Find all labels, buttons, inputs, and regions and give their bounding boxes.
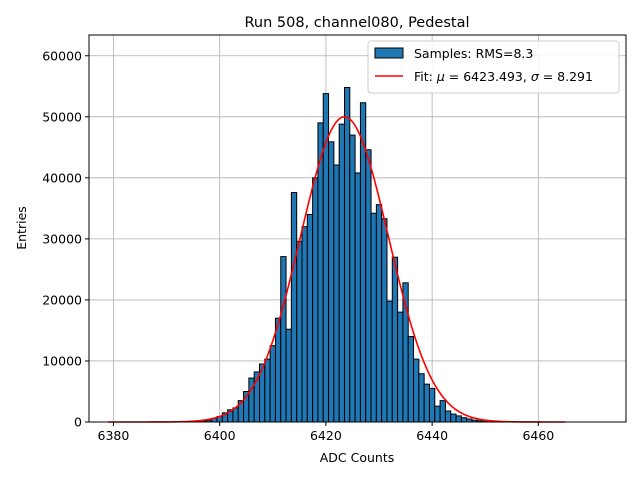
x-tick-label: 6400 xyxy=(204,428,236,443)
histogram-bar xyxy=(349,134,356,423)
histogram-bar xyxy=(328,141,335,423)
histogram-bar xyxy=(370,212,377,423)
x-axis-ticks: 6380 6400 6420 6440 6460 xyxy=(98,422,554,443)
mu-symbol: μ xyxy=(436,69,445,84)
chart-title: Run 508, channel080, Pedestal xyxy=(244,15,469,31)
histogram-bar xyxy=(397,311,404,423)
mu-value: = 6423.493, xyxy=(445,69,531,84)
y-axis-ticks: 0 10000 20000 30000 40000 50000 60000 xyxy=(42,48,89,430)
histogram-bar xyxy=(354,172,361,423)
histogram-bar xyxy=(375,204,383,423)
x-tick-label: 6440 xyxy=(416,428,448,443)
histogram-bar xyxy=(413,358,420,423)
histogram-bar xyxy=(312,177,319,423)
histogram-bar xyxy=(343,86,351,423)
histogram-bar xyxy=(232,407,239,423)
histogram-bar xyxy=(391,256,399,423)
histogram-bar xyxy=(274,317,282,423)
legend: Samples: RMS=8.3 Fit: μ = 6423.493, σ = … xyxy=(367,40,620,94)
histogram-bar xyxy=(386,300,393,423)
legend-label-fit: Fit: μ = 6423.493, σ = 8.291 xyxy=(414,69,593,84)
histogram-bar xyxy=(428,387,436,423)
legend-label-samples: Samples: RMS=8.3 xyxy=(414,46,533,61)
x-tick-label: 6420 xyxy=(310,428,342,443)
y-tick-label: 20000 xyxy=(42,292,82,307)
fit-prefix: Fit: xyxy=(414,69,437,84)
histogram-bar xyxy=(333,164,340,423)
histogram-bar xyxy=(423,383,430,423)
x-tick-label: 6460 xyxy=(522,428,554,443)
y-tick-label: 30000 xyxy=(42,231,82,246)
histogram-bar xyxy=(407,336,415,423)
histogram-bar xyxy=(418,373,425,423)
legend-swatch-samples xyxy=(374,47,404,59)
sigma-value: = 8.291 xyxy=(539,69,593,84)
histogram-bar xyxy=(450,413,457,423)
histogram-bar xyxy=(301,226,308,423)
histogram-bar xyxy=(269,345,276,423)
legend-box xyxy=(367,40,620,94)
histogram-bar xyxy=(264,358,271,423)
sigma-symbol: σ xyxy=(531,69,540,84)
histogram-bar xyxy=(296,240,303,423)
y-tick-label: 40000 xyxy=(42,170,82,185)
histogram-bar xyxy=(280,256,287,423)
histogram-bar xyxy=(359,102,367,423)
histogram-bar xyxy=(290,191,298,423)
histogram-bar xyxy=(285,328,292,423)
y-tick-label: 10000 xyxy=(42,353,82,368)
x-tick-label: 6380 xyxy=(98,428,130,443)
histogram-bar xyxy=(455,415,462,423)
histogram-bar xyxy=(306,213,314,423)
y-tick-label: 60000 xyxy=(42,48,82,63)
plot-frame xyxy=(88,34,627,423)
y-axis-label: Entries xyxy=(14,206,29,250)
histogram-bar xyxy=(439,400,446,423)
histogram-bar xyxy=(365,149,372,423)
histogram-bar xyxy=(444,410,452,423)
histogram-bar xyxy=(434,405,441,423)
histogram-bar xyxy=(460,417,468,423)
y-tick-label: 50000 xyxy=(42,109,82,124)
histogram-bars xyxy=(195,86,489,423)
histogram-bar xyxy=(317,122,324,423)
y-tick-label: 0 xyxy=(74,415,82,430)
histogram-bar xyxy=(381,218,388,423)
x-axis-label: ADC Counts xyxy=(320,450,395,465)
histogram-bar xyxy=(338,123,345,423)
